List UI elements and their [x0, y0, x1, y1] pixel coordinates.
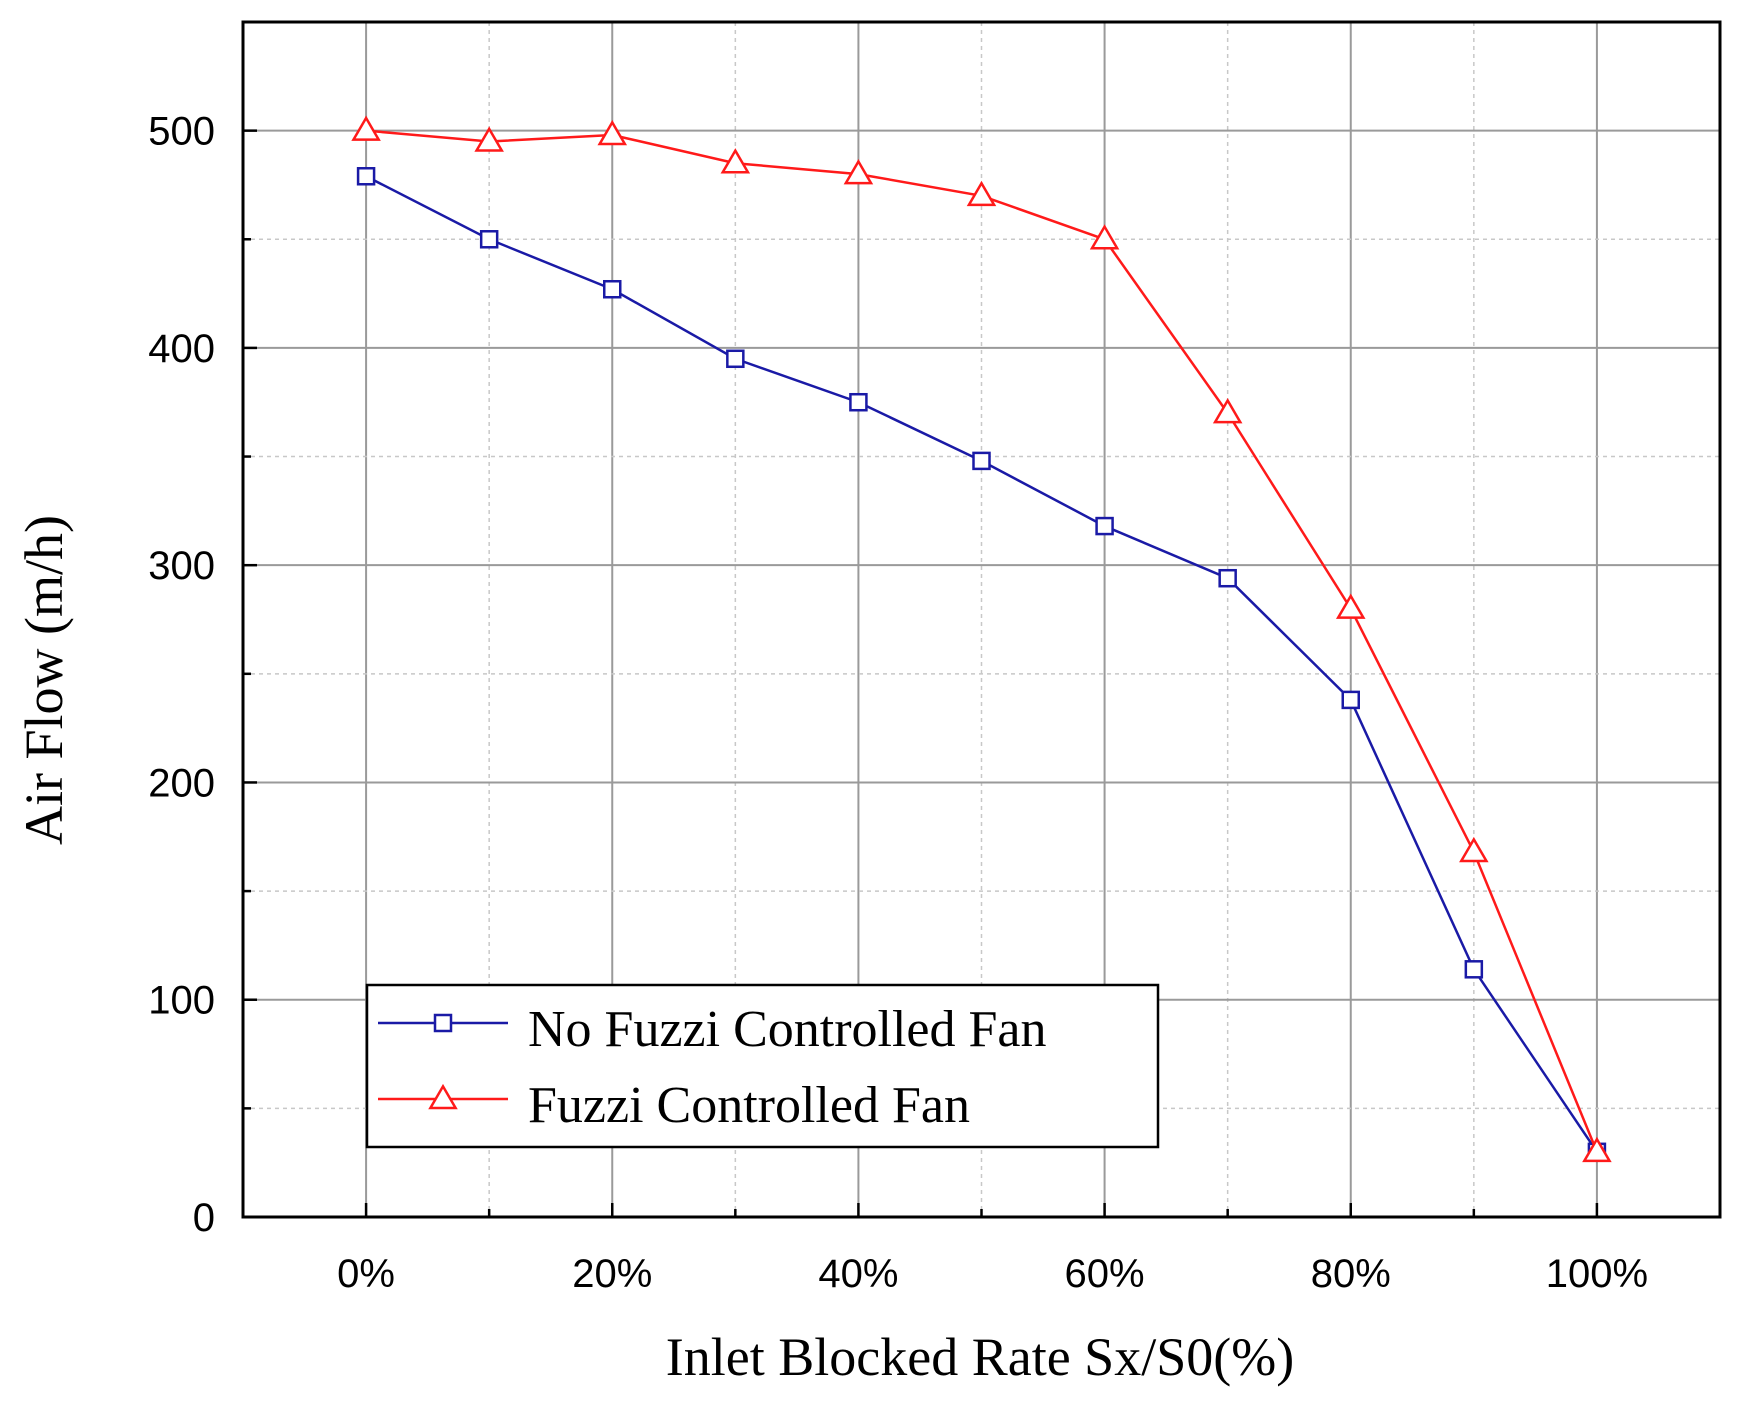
y-axis-title: Air Flow (m/h) [14, 515, 74, 845]
y-tick-label: 100 [148, 979, 215, 1023]
data-point [1089, 224, 1120, 250]
data-point [843, 159, 874, 185]
data-point [597, 119, 628, 146]
y-tick-labels: 0 100 200 300 400 500 [148, 110, 215, 1240]
legend-marker [428, 1083, 458, 1110]
data-point [1095, 516, 1114, 536]
data-point [479, 230, 499, 249]
x-tick-label: 80% [1311, 1252, 1391, 1296]
legend: No Fuzzi Controlled Fan Fuzzi Controlled… [365, 983, 1160, 1149]
data-point [603, 279, 622, 299]
axis-ticks [243, 129, 1599, 1219]
legend-swatch-fuzzi [378, 1083, 508, 1110]
legend-swatch-no-fuzzi [378, 1013, 508, 1033]
x-tick-label: 60% [1065, 1252, 1145, 1296]
x-tick-labels: 0% 20% 40% 60% 80% 100% [337, 1252, 1648, 1296]
data-point [1218, 568, 1237, 588]
data-point [966, 180, 997, 207]
data-point [474, 126, 504, 152]
y-tick-label: 300 [148, 544, 215, 588]
data-point [972, 451, 991, 471]
series [351, 115, 1612, 1163]
data-point [1212, 398, 1243, 424]
data-point [1459, 836, 1489, 863]
data-point [1464, 960, 1484, 979]
legend-label-no-fuzzi: No Fuzzi Controlled Fan [528, 1001, 1047, 1058]
y-tick-label: 500 [148, 110, 215, 154]
x-tick-label: 40% [818, 1252, 898, 1296]
data-point [1341, 690, 1360, 710]
data-point [1335, 593, 1366, 619]
x-axis-title: Inlet Blocked Rate Sx/S0(%) [666, 1327, 1294, 1387]
y-tick-label: 400 [148, 327, 215, 371]
legend-box [365, 983, 1160, 1149]
x-tick-label: 100% [1546, 1252, 1648, 1296]
x-tick-label: 0% [337, 1252, 395, 1296]
data-point [356, 167, 376, 186]
data-point [351, 115, 381, 141]
data-point [726, 349, 745, 369]
data-point [849, 392, 868, 412]
series-fuzzi-controlled-fan [351, 115, 1612, 1163]
legend-label-fuzzi: Fuzzi Controlled Fan [528, 1077, 970, 1134]
data-point [720, 148, 751, 174]
data-point [1582, 1136, 1612, 1163]
series-no-fuzzi-controlled-fan [356, 167, 1607, 1162]
legend-marker [433, 1013, 453, 1033]
y-tick-label: 200 [148, 761, 215, 805]
x-tick-label: 20% [572, 1252, 652, 1296]
y-tick-label: 0 [193, 1196, 215, 1240]
